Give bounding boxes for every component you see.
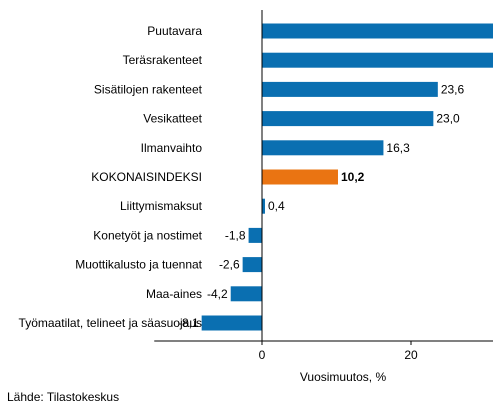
category-label: Vesikatteet [143,112,202,126]
value-label: -8,1 [178,316,199,330]
value-label: -4,2 [207,287,228,301]
category-label: KOKONAISINDEKSI [91,170,202,184]
bar [262,198,265,214]
value-label: 16,3 [386,141,410,155]
bar [262,81,438,97]
x-tick-label: 20 [404,348,418,362]
category-label: Sisätilojen rakenteet [94,82,203,96]
x-tick-label: 0 [259,348,266,362]
bar [262,52,493,68]
category-label: Konetyöt ja nostimet [93,228,202,242]
category-label: Maa-aines [146,287,202,301]
category-label: Teräsrakenteet [123,53,203,67]
category-label: Puutavara [147,24,202,38]
x-ticks-group: 02040 [259,341,418,362]
value-label: 23,0 [436,112,460,126]
bar [262,23,493,39]
bar [201,315,262,331]
value-labels-group: 50,741,623,623,016,310,20,4-1,8-2,6-4,2-… [178,82,465,330]
category-label: Liittymismaksut [120,199,203,213]
bar [230,286,262,302]
bar [242,257,262,273]
bar [248,227,262,243]
category-label: Muottikalusto ja tuennat [75,258,202,272]
value-label: 0,4 [268,199,285,213]
bars-group [201,23,493,331]
value-label: 10,2 [341,170,365,184]
category-labels-group: Puutavara Teräsrakenteet Sisätilojen raken… [19,24,203,330]
x-axis-label: Vuosimuutos, % [300,370,387,384]
value-label: -1,8 [225,228,246,242]
value-label: 23,6 [441,82,465,96]
category-label: Ilmanvaihto [141,141,203,155]
bar [262,111,434,127]
bar [262,169,338,185]
value-label: -2,6 [219,258,240,272]
source-note: Lähde: Tilastokeskus [7,390,120,404]
bar [262,140,384,156]
category-label: Työmaatilat, telineet ja säasuojaus [19,316,202,330]
